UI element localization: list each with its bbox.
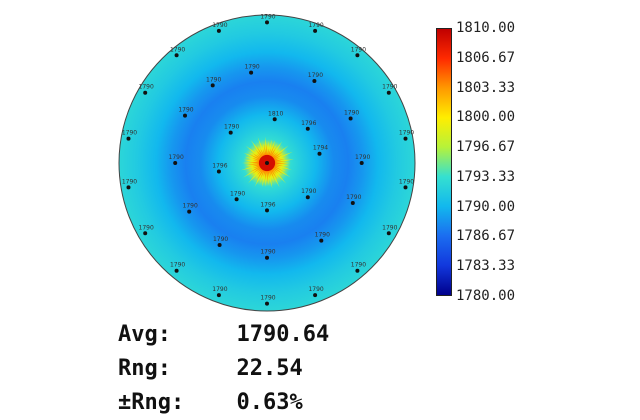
measurement-label: 1790 [212, 286, 227, 293]
measurement-point [249, 70, 254, 75]
measurement-point [187, 209, 192, 214]
measurement-label: 1790 [224, 124, 239, 131]
measurement-label: 1790 [169, 154, 184, 161]
measurement-label: 1790 [351, 46, 366, 53]
measurement-point [173, 161, 178, 165]
measurement-label: 1790 [122, 130, 137, 137]
measurement-point [313, 293, 318, 298]
rng-value: 22.54 [236, 356, 303, 381]
measurement-label: 1790 [315, 232, 330, 239]
measurement-label: 1790 [382, 224, 397, 231]
measurement-label: 1790 [301, 188, 316, 195]
measurement-point [355, 268, 360, 273]
rng-label: Rng: [118, 356, 171, 381]
measurement-label: 1790 [139, 224, 154, 231]
measurement-point [126, 136, 131, 141]
measurement-point [174, 53, 179, 58]
measurement-label: 1790 [178, 107, 193, 114]
measurement-point [265, 20, 269, 25]
measurement-label: 1790 [122, 178, 137, 185]
measurement-point [317, 151, 322, 156]
measurement-label: 1790 [308, 22, 323, 29]
measurement-point [174, 268, 179, 273]
measurement-point [216, 169, 221, 174]
measurement-point [210, 83, 215, 88]
measurement-label: 1796 [212, 163, 227, 170]
measurement-label: 1796 [260, 201, 275, 208]
measurement-point [126, 185, 131, 190]
measurement-label: 1790 [346, 194, 361, 201]
wafer-map: 1810 1796 1794 1790 1796 1790 1796 1790 1790 1790… [118, 13, 416, 312]
measurement-label: 1810 [268, 110, 283, 117]
measurement-label: 1790 [308, 286, 323, 293]
colorbar-tick-label: 1810.00 [456, 20, 516, 36]
measurement-label: 1790 [355, 154, 370, 161]
colorbar-tick-label: 1780.00 [456, 288, 516, 304]
measurement-point [265, 161, 269, 165]
measurement-point [319, 238, 324, 243]
measurement-label: 1790 [230, 190, 245, 197]
avg-row: Avg: 1790.64 [118, 322, 329, 347]
measurement-point [183, 113, 187, 118]
colorbar-tick-label: 1783.33 [456, 258, 516, 275]
measurement-label: 1790 [139, 84, 154, 91]
measurement-label: 1790 [344, 110, 359, 117]
measurement-label: 1790 [260, 295, 275, 302]
measurement-point [355, 53, 360, 58]
measurement-point [216, 28, 221, 33]
measurement-point [403, 136, 408, 141]
measurement-label: 1790 [382, 84, 397, 91]
measurement-point [305, 126, 310, 131]
colorbar-tick-label: 1796.67 [456, 139, 516, 156]
measurement-label: 1796 [301, 120, 316, 127]
measurement-point [143, 231, 148, 236]
measurement-label: 1790 [212, 22, 227, 29]
measurement-point [386, 90, 391, 95]
measurement-point [350, 201, 355, 205]
measurement-label: 1790 [399, 130, 414, 137]
measurement-point [359, 161, 364, 165]
measurement-label: 1790 [170, 262, 185, 269]
measurement-point [234, 197, 239, 202]
measurement-label: 1790 [183, 203, 198, 210]
measurement-point [217, 243, 222, 247]
colorbar [436, 28, 452, 296]
colorbar-tick-label: 1793.33 [456, 168, 516, 185]
colorbar-tick-label: 1800.00 [456, 109, 516, 126]
measurement-label: 1790 [206, 76, 221, 83]
colorbar-tick-label: 1803.33 [456, 79, 516, 96]
measurement-point [265, 255, 269, 260]
colorbar-tick-label: 1806.67 [456, 49, 516, 66]
avg-label: Avg: [118, 322, 171, 347]
measurement-label: 1790 [170, 46, 185, 53]
measurement-label: 1790 [260, 13, 275, 20]
measurement-point [313, 28, 318, 33]
measurement-label: 1790 [351, 262, 366, 269]
colorbar-tick-label: 1786.67 [456, 228, 516, 245]
pct-row: ±Rng: 0.63% [118, 390, 303, 415]
measurement-label: 1790 [244, 64, 259, 71]
avg-value: 1790.64 [236, 322, 330, 347]
measurement-point [228, 130, 233, 135]
rng-row: Rng: 22.54 [118, 356, 303, 381]
pct-label: ±Rng: [118, 390, 185, 415]
measurement-point [312, 79, 317, 83]
measurement-label: 1790 [308, 72, 323, 79]
measurement-points: 1810 1796 1794 1790 1796 1790 1796 1790 1790 1790… [122, 13, 414, 306]
measurement-label: 1790 [260, 249, 275, 256]
pct-value: 0.63% [236, 390, 303, 415]
measurement-point [265, 208, 269, 213]
measurement-label: 1790 [399, 178, 414, 185]
colorbar-tick-label: 1790.00 [456, 198, 516, 215]
measurement-point [143, 90, 148, 95]
measurement-point [386, 231, 391, 236]
measurement-label: 1794 [313, 145, 328, 152]
measurement-point [348, 116, 353, 121]
measurement-point [272, 117, 277, 122]
measurement-point [216, 293, 221, 298]
measurement-point [305, 195, 310, 200]
measurement-label: 1790 [213, 236, 228, 243]
measurement-point [403, 185, 408, 190]
measurement-point [265, 301, 269, 306]
